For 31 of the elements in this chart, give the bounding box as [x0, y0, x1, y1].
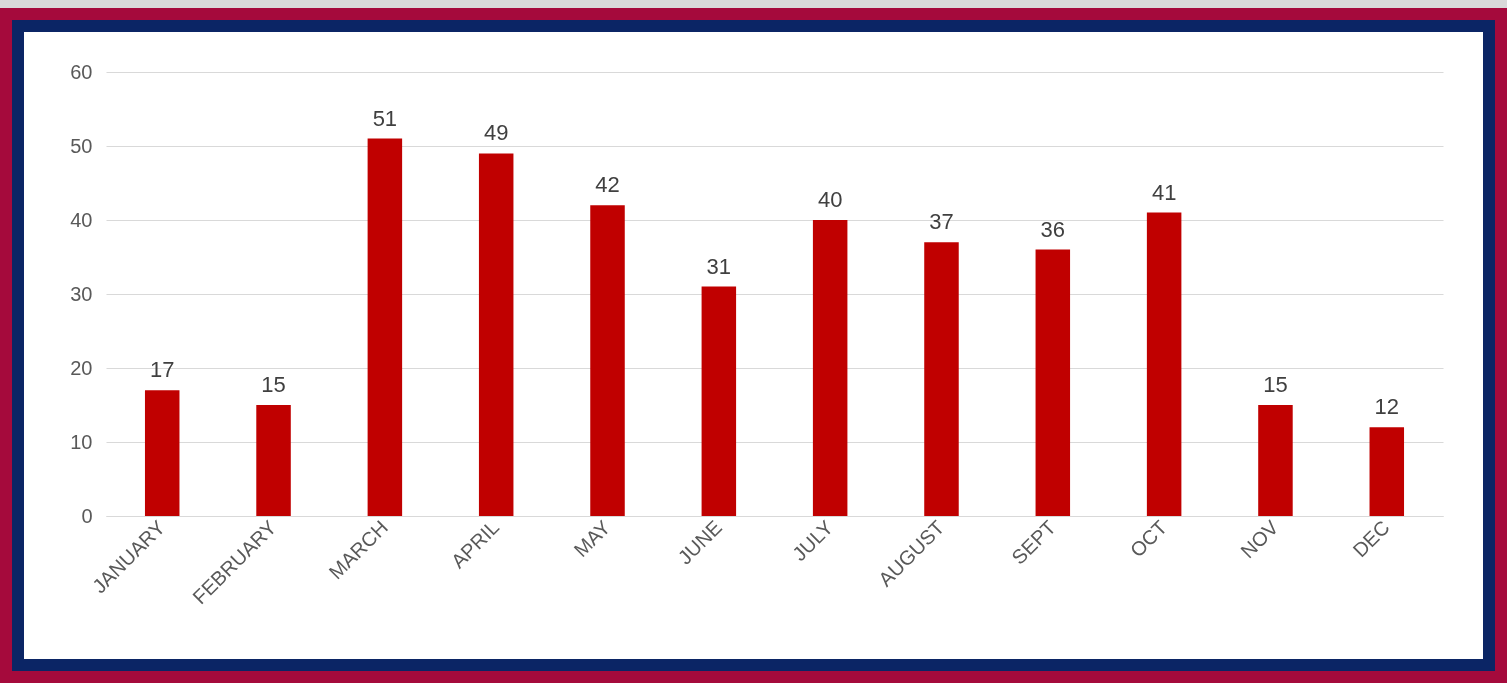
bar [256, 405, 291, 516]
bar [1258, 405, 1293, 516]
bar [144, 390, 180, 516]
data-label: 42 [595, 172, 620, 198]
data-label: 37 [929, 209, 954, 235]
data-label: 15 [1263, 372, 1288, 397]
y-tick-label: 10 [70, 430, 93, 453]
data-label: 51 [372, 105, 398, 131]
bar [1369, 427, 1405, 516]
bar [590, 205, 625, 516]
data-label: 36 [1040, 216, 1066, 242]
y-tick-label: 0 [81, 504, 93, 527]
data-label: 40 [817, 187, 843, 212]
data-label: 31 [706, 253, 732, 279]
y-tick-label: 60 [70, 60, 93, 83]
y-tick-label: 40 [70, 208, 93, 231]
bar [1035, 249, 1071, 516]
data-label: 15 [261, 372, 286, 397]
bar [924, 242, 959, 516]
y-tick-label: 50 [70, 134, 93, 157]
data-label: 41 [1151, 179, 1177, 205]
y-tick-label: 20 [70, 356, 93, 379]
data-label: 49 [483, 120, 509, 146]
data-label: 17 [149, 357, 175, 383]
y-tick-label: 30 [70, 282, 93, 305]
data-label: 12 [1374, 394, 1400, 420]
bar [1146, 212, 1182, 516]
bar [478, 153, 514, 516]
bar [701, 286, 737, 516]
bar [812, 220, 848, 516]
bar [367, 138, 403, 516]
